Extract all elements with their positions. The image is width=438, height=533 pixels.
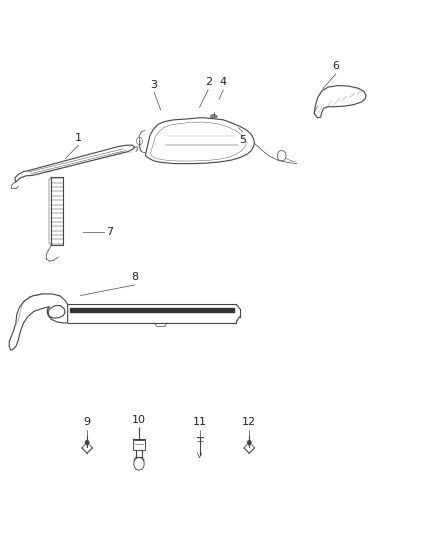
Text: 4: 4	[220, 77, 227, 87]
Text: 12: 12	[242, 417, 256, 427]
Polygon shape	[210, 114, 217, 118]
Circle shape	[85, 440, 89, 445]
Text: 6: 6	[332, 61, 339, 71]
Text: 2: 2	[205, 77, 212, 87]
Text: 7: 7	[106, 227, 114, 237]
Text: 1: 1	[75, 133, 82, 142]
Text: 5: 5	[239, 135, 246, 144]
Text: 8: 8	[131, 272, 138, 282]
Text: 9: 9	[84, 417, 91, 427]
Circle shape	[247, 440, 251, 445]
Text: 3: 3	[151, 80, 158, 90]
Bar	[51, 177, 64, 245]
Text: 11: 11	[193, 417, 207, 427]
Bar	[133, 440, 145, 449]
Text: 10: 10	[132, 415, 146, 425]
